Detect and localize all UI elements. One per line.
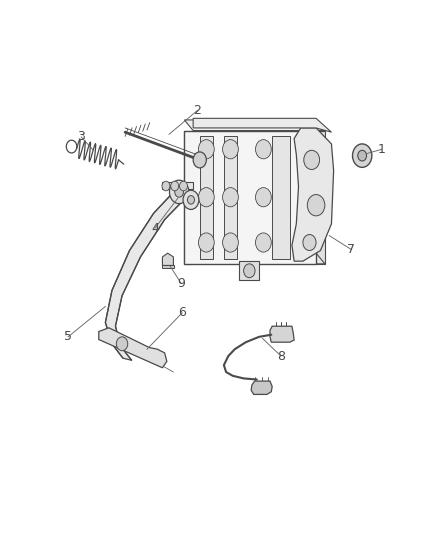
Polygon shape: [272, 136, 289, 259]
Circle shape: [198, 140, 214, 159]
Circle shape: [187, 196, 194, 204]
Circle shape: [302, 235, 315, 251]
Circle shape: [170, 181, 178, 191]
Text: 1: 1: [377, 143, 385, 156]
Polygon shape: [193, 118, 331, 132]
Text: 7: 7: [346, 243, 354, 256]
Polygon shape: [223, 136, 237, 259]
Circle shape: [198, 233, 214, 252]
Text: 5: 5: [64, 330, 72, 343]
Polygon shape: [199, 136, 212, 259]
Circle shape: [255, 140, 271, 159]
Polygon shape: [184, 120, 324, 131]
Polygon shape: [315, 131, 324, 264]
Polygon shape: [105, 187, 189, 360]
Circle shape: [183, 190, 198, 209]
Circle shape: [222, 188, 238, 207]
Circle shape: [198, 188, 214, 207]
Text: 2: 2: [193, 104, 201, 117]
Circle shape: [169, 180, 188, 204]
Circle shape: [174, 187, 183, 197]
Text: 4: 4: [151, 222, 159, 235]
Polygon shape: [162, 182, 193, 189]
Circle shape: [162, 181, 170, 191]
Circle shape: [307, 195, 324, 216]
Polygon shape: [162, 253, 173, 265]
Polygon shape: [161, 265, 174, 268]
Polygon shape: [184, 253, 324, 264]
Circle shape: [116, 337, 127, 351]
Circle shape: [243, 264, 254, 278]
Text: 9: 9: [177, 277, 185, 290]
Circle shape: [193, 152, 206, 168]
Polygon shape: [269, 326, 293, 342]
Circle shape: [222, 233, 238, 252]
Polygon shape: [99, 328, 166, 368]
Circle shape: [222, 140, 238, 159]
Text: 8: 8: [276, 350, 284, 362]
Circle shape: [179, 181, 187, 191]
Polygon shape: [291, 128, 333, 261]
Polygon shape: [251, 381, 272, 394]
Circle shape: [352, 144, 371, 167]
Polygon shape: [184, 131, 315, 264]
Circle shape: [303, 150, 319, 169]
Text: 3: 3: [77, 131, 85, 143]
Circle shape: [255, 233, 271, 252]
Polygon shape: [184, 131, 193, 264]
Circle shape: [357, 150, 366, 161]
Text: 6: 6: [178, 306, 186, 319]
Polygon shape: [239, 261, 258, 280]
Circle shape: [255, 188, 271, 207]
